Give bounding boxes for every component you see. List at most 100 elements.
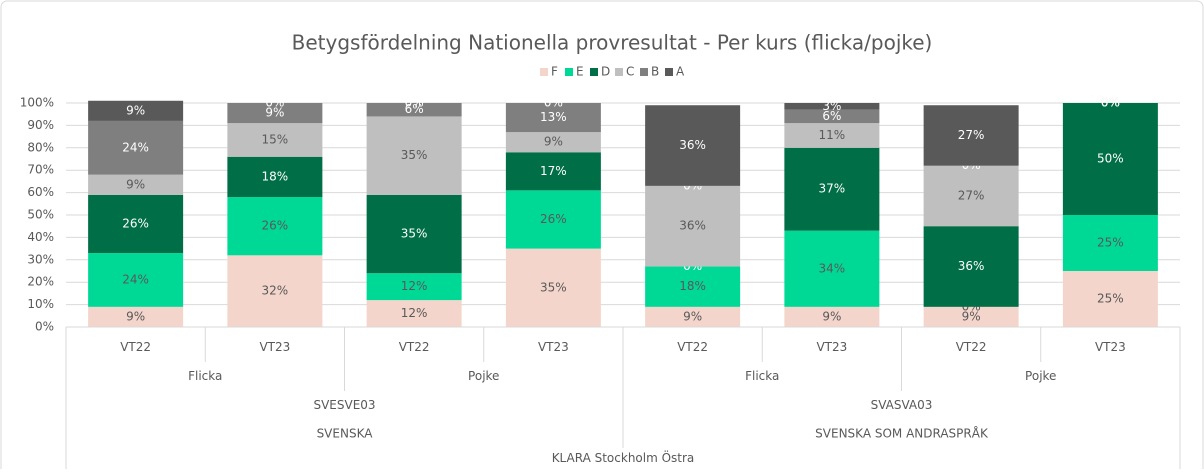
bar-segment <box>784 103 880 110</box>
data-label: 35% <box>401 227 428 241</box>
data-label: 36% <box>679 138 706 152</box>
bar-segment <box>923 105 1019 166</box>
legend-swatch <box>615 68 623 76</box>
data-label: 17% <box>540 164 567 178</box>
y-tick-label: 90% <box>27 118 54 132</box>
legend-swatch <box>640 68 648 76</box>
bar-segment <box>784 147 880 231</box>
bar-segment <box>645 306 741 327</box>
legend-label: D <box>601 65 610 79</box>
data-label: 0% <box>405 96 424 110</box>
data-label: 13% <box>540 110 567 124</box>
data-label: 27% <box>958 128 985 142</box>
data-label: 26% <box>122 216 149 230</box>
data-label: 26% <box>540 212 567 226</box>
data-label: 9% <box>126 309 145 323</box>
bar-segment <box>923 226 1019 307</box>
y-tick-label: 60% <box>27 185 54 199</box>
data-label: 9% <box>126 177 145 191</box>
bar-segment <box>88 100 184 121</box>
data-label: 27% <box>958 188 985 202</box>
group-label: SVASVA03 <box>871 398 933 412</box>
data-label: 9% <box>126 103 145 117</box>
bar-segment <box>227 123 323 157</box>
bar-segment <box>88 306 184 327</box>
group-label: Flicka <box>745 369 779 383</box>
bar-segment <box>645 266 741 307</box>
x-tick-label: VT22 <box>399 340 430 354</box>
data-label: 0% <box>544 96 563 110</box>
legend-label: B <box>651 65 659 79</box>
bar-segment <box>923 165 1019 227</box>
x-tick-label: VT23 <box>1095 340 1126 354</box>
data-label: 36% <box>679 219 706 233</box>
group-label: Pojke <box>468 369 499 383</box>
data-label: 9% <box>822 309 841 323</box>
data-label: 18% <box>262 169 289 183</box>
y-tick-label: 30% <box>27 252 54 266</box>
data-label: 25% <box>1097 236 1124 250</box>
group-label: SVESVE03 <box>313 398 375 412</box>
data-label: 25% <box>1097 292 1124 306</box>
x-tick-label: VT22 <box>956 340 987 354</box>
data-label: 35% <box>401 148 428 162</box>
bar-segment <box>88 120 184 175</box>
y-tick-label: 10% <box>27 297 54 311</box>
bar-segment <box>923 306 1019 327</box>
group-label: Pojke <box>1025 369 1056 383</box>
bar-segment <box>784 123 880 148</box>
bar-segment <box>1062 271 1158 327</box>
data-label: 3% <box>822 99 841 113</box>
bar-segment <box>227 156 323 198</box>
bar-segment <box>784 109 880 124</box>
group-label: SVENSKA <box>317 427 374 441</box>
y-tick-label: 50% <box>27 208 54 222</box>
data-label: 0% <box>265 96 284 110</box>
bar-segment <box>645 105 741 186</box>
chart-title: Betygsfördelning Nationella provresultat… <box>292 31 933 55</box>
bar-segment <box>227 197 323 256</box>
bar-segment <box>505 152 601 191</box>
bar-segment <box>505 103 601 133</box>
bar-segment <box>366 116 462 195</box>
bar-segment <box>1062 103 1158 215</box>
legend-swatch <box>540 68 548 76</box>
legend-swatch <box>665 68 673 76</box>
data-label: 9% <box>544 135 563 149</box>
data-label: 18% <box>679 279 706 293</box>
data-label: 11% <box>819 128 846 142</box>
x-tick-label: VT22 <box>120 340 151 354</box>
legend-label: E <box>576 65 584 79</box>
legend-swatch <box>590 68 598 76</box>
bar-segment <box>88 174 184 195</box>
data-label: 26% <box>262 219 289 233</box>
y-tick-label: 20% <box>27 275 54 289</box>
data-label: 34% <box>819 261 846 275</box>
bar-segment <box>784 306 880 327</box>
bar-segment <box>645 185 741 267</box>
bar-segment <box>366 300 462 327</box>
bar-segment <box>88 194 184 254</box>
x-tick-label: VT22 <box>677 340 708 354</box>
legend-label: A <box>676 65 685 79</box>
bar-segment <box>88 253 184 307</box>
legend-label: C <box>626 65 634 79</box>
x-tick-label: VT23 <box>816 340 847 354</box>
bar-segment <box>366 103 462 117</box>
data-label: 0% <box>1101 96 1120 110</box>
x-tick-label: VT23 <box>259 340 290 354</box>
y-tick-label: 0% <box>35 320 54 334</box>
group-label: Flicka <box>188 369 222 383</box>
legend-label: F <box>551 65 558 79</box>
data-label: 35% <box>540 280 567 294</box>
data-label: 12% <box>401 279 428 293</box>
y-tick-label: 80% <box>27 140 54 154</box>
data-label: 32% <box>262 284 289 298</box>
y-tick-label: 70% <box>27 163 54 177</box>
data-label: 24% <box>122 272 149 286</box>
data-label: 0% <box>1101 96 1120 110</box>
data-label: 36% <box>958 259 985 273</box>
bar-segment <box>1062 215 1158 271</box>
group-label: KLARA Stockholm Östra <box>552 449 695 465</box>
